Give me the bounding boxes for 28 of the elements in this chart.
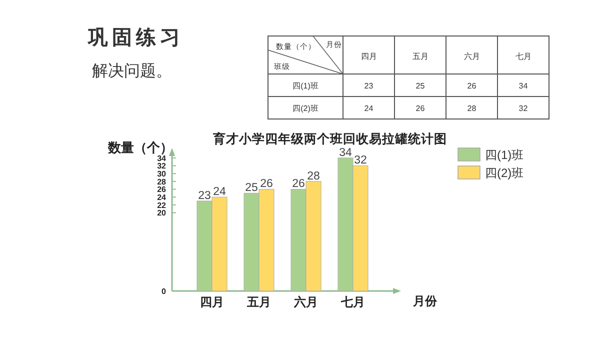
legend-label: 四(2)班 <box>485 166 524 180</box>
x-tick-label: 七月 <box>340 295 365 309</box>
data-label: 26 <box>292 178 305 190</box>
x-axis-title: 月份 <box>412 294 438 308</box>
data-label: 34 <box>339 146 352 159</box>
y-tick-label: 26 <box>157 185 167 194</box>
x-tick-label: 五月 <box>246 295 271 309</box>
y-tick-label: 32 <box>157 162 167 171</box>
data-label: 25 <box>245 182 258 194</box>
legend-label: 四(1)班 <box>485 148 524 162</box>
y-tick-label: 20 <box>157 208 167 218</box>
y-tick-label: 30 <box>157 170 167 179</box>
y-tick-label: 24 <box>157 193 167 202</box>
data-label: 28 <box>307 170 320 182</box>
text: 巩固练习 <box>87 27 184 49</box>
data-label: 23 <box>198 190 211 202</box>
data-label: 24 <box>213 186 226 198</box>
x-tick-label: 六月 <box>293 295 318 309</box>
chart-title: 育才小学四年级两个班回收易拉罐统计图 <box>212 131 447 146</box>
y-tick-label: 28 <box>157 177 167 186</box>
text: 解决问题。 <box>92 62 172 80</box>
y-axis-title: 数量（个） <box>107 140 173 155</box>
x-tick-label: 四月 <box>200 295 224 309</box>
data-label: 26 <box>260 178 273 190</box>
y-tick-label: 0 <box>162 287 167 296</box>
y-tick-label: 34 <box>157 154 167 163</box>
data-label: 32 <box>354 154 367 167</box>
y-tick-label: 22 <box>157 200 167 210</box>
